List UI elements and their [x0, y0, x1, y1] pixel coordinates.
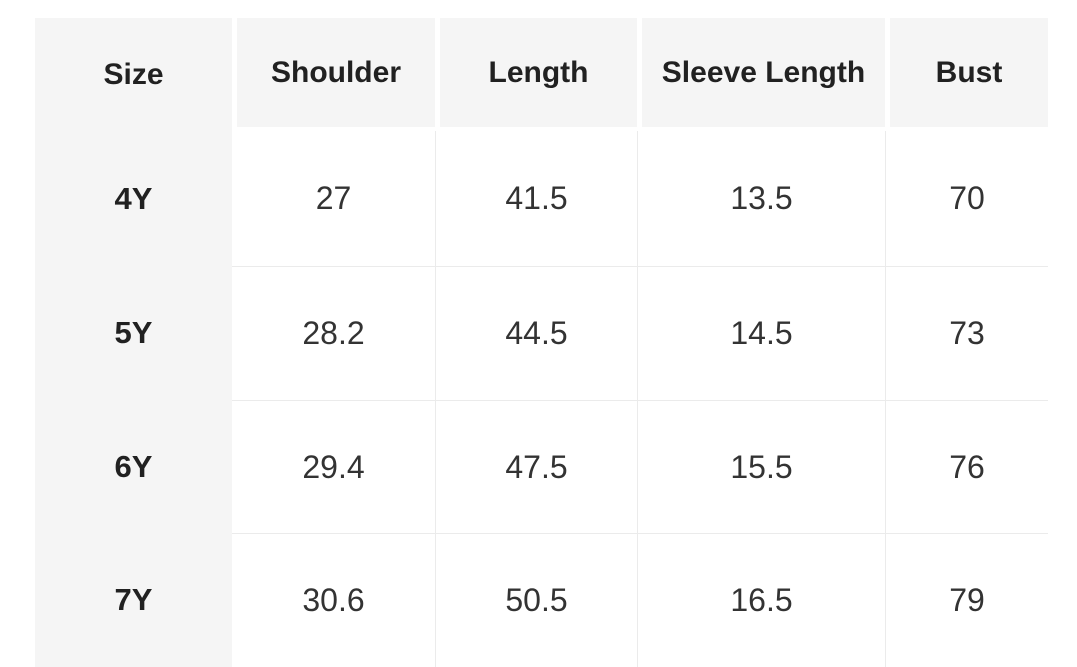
column-header-bust: Bust [885, 18, 1048, 131]
bust-value-4y: 70 [885, 131, 1048, 266]
column-header-shoulder: Shoulder [232, 18, 435, 131]
sleeve-value-6y: 15.5 [637, 400, 885, 533]
sleeve-value-4y: 13.5 [637, 131, 885, 266]
size-label-4y: 4Y [35, 131, 232, 266]
shoulder-value-7y: 30.6 [232, 533, 435, 667]
length-value-6y: 47.5 [435, 400, 637, 533]
length-value-5y: 44.5 [435, 266, 637, 400]
size-label-6y: 6Y [35, 400, 232, 533]
length-value-4y: 41.5 [435, 131, 637, 266]
bust-value-5y: 73 [885, 266, 1048, 400]
sleeve-value-7y: 16.5 [637, 533, 885, 667]
size-chart-table: Size Shoulder Length Sleeve Length Bust … [35, 18, 1048, 667]
column-header-sleeve-length: Sleeve Length [637, 18, 885, 131]
sleeve-value-5y: 14.5 [637, 266, 885, 400]
column-header-size: Size [35, 18, 232, 131]
size-label-7y: 7Y [35, 533, 232, 667]
shoulder-value-4y: 27 [232, 131, 435, 266]
shoulder-value-5y: 28.2 [232, 266, 435, 400]
bust-value-7y: 79 [885, 533, 1048, 667]
bust-value-6y: 76 [885, 400, 1048, 533]
length-value-7y: 50.5 [435, 533, 637, 667]
shoulder-value-6y: 29.4 [232, 400, 435, 533]
column-header-length: Length [435, 18, 637, 131]
size-label-5y: 5Y [35, 266, 232, 400]
